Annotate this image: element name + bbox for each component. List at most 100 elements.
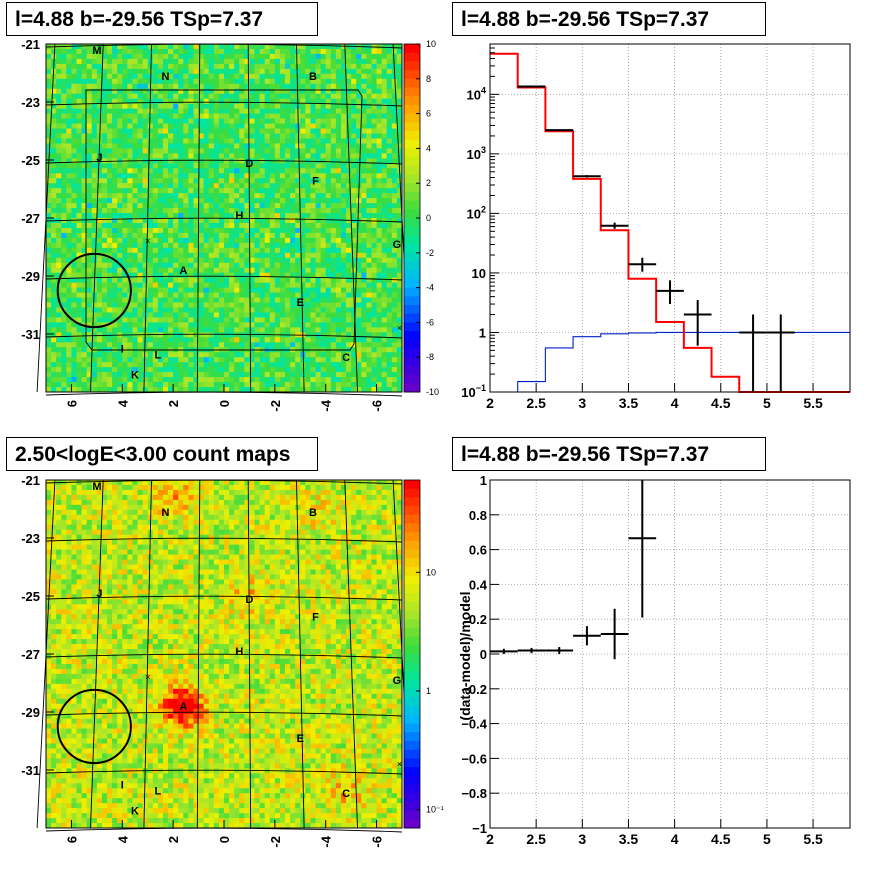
heatmap-cell <box>107 307 113 313</box>
heatmap-cell <box>137 93 144 100</box>
colorbar-step <box>404 78 420 88</box>
heatmap-cell <box>249 242 255 249</box>
heatmap-cell <box>396 342 403 348</box>
heatmap-cell <box>96 153 103 159</box>
heatmap-cell <box>381 347 388 353</box>
heatmap-cell <box>244 372 250 378</box>
heatmap-cell <box>320 272 327 279</box>
heatmap-cell <box>376 203 383 209</box>
heatmap-cell <box>315 173 322 179</box>
heatmap-cell <box>132 48 138 55</box>
heatmap-cell <box>147 362 154 368</box>
heatmap-cell <box>234 153 240 159</box>
heatmap-cell <box>234 213 240 219</box>
heatmap-cell <box>325 287 332 293</box>
heatmap-cell <box>376 267 383 274</box>
heatmap-cell <box>300 153 306 159</box>
heatmap-cell <box>61 68 67 75</box>
heatmap-cell <box>198 193 205 199</box>
heatmap-cell <box>76 148 82 154</box>
heatmap-cell <box>152 198 159 204</box>
heatmap-cell <box>122 213 128 219</box>
heatmap-cell <box>254 208 260 214</box>
heatmap-cell <box>76 237 82 244</box>
heatmap-cell <box>356 68 362 75</box>
heatmap-cell <box>208 78 215 85</box>
heatmap-cell <box>269 287 276 293</box>
heatmap-cell <box>183 287 189 293</box>
heatmap-cell <box>381 287 388 293</box>
heatmap-cell <box>198 108 205 114</box>
heatmap-cell <box>71 153 77 159</box>
heatmap-cell <box>391 342 398 348</box>
heatmap-cell <box>386 213 393 219</box>
heatmap-cell <box>259 183 266 189</box>
heatmap-cell <box>279 282 286 288</box>
heatmap-cell <box>142 272 149 279</box>
heatmap-cell <box>290 208 296 214</box>
heatmap-cell <box>386 73 393 80</box>
heatmap-cell <box>340 48 347 55</box>
heatmap-cell <box>234 232 240 239</box>
heatmap-cell <box>340 133 347 139</box>
heatmap-cell <box>142 188 149 194</box>
heatmap-cell <box>371 322 377 328</box>
heatmap-cell <box>112 322 118 328</box>
heatmap-cell <box>112 48 118 55</box>
heatmap-cell <box>76 183 82 189</box>
heatmap-cell <box>183 163 189 169</box>
heatmap-cell <box>295 128 301 134</box>
heatmap-cell <box>325 73 332 80</box>
heatmap-cell <box>76 73 82 80</box>
heatmap-cell <box>315 68 322 75</box>
heatmap-cell <box>122 163 128 169</box>
heatmap-cell <box>330 272 337 279</box>
heatmap-cell <box>239 357 245 363</box>
heatmap-cell <box>279 317 286 323</box>
heatmap-cell <box>371 198 377 204</box>
heatmap-cell <box>279 247 286 254</box>
heatmap-cell <box>295 178 301 184</box>
heatmap-cell <box>127 103 133 110</box>
heatmap-cell <box>132 198 138 204</box>
heatmap-cell <box>218 382 225 388</box>
heatmap-cell <box>137 44 144 50</box>
heatmap-cell <box>101 382 108 388</box>
heatmap-cell <box>86 78 93 85</box>
heatmap-cell <box>198 237 205 244</box>
heatmap-cell <box>244 88 250 95</box>
heatmap-cell <box>56 193 62 199</box>
heatmap-cell <box>320 188 327 194</box>
heatmap-cell <box>76 48 82 55</box>
heatmap-cell <box>198 242 205 249</box>
heatmap-cell <box>264 138 271 144</box>
heatmap-cell <box>122 148 128 154</box>
heatmap-cell <box>86 277 93 284</box>
heatmap-cell <box>91 58 98 65</box>
heatmap-cell <box>76 232 82 239</box>
heatmap-cell <box>361 208 367 214</box>
heatmap-cell <box>112 58 118 65</box>
heatmap-cell <box>330 362 337 368</box>
heatmap-cell <box>183 222 189 229</box>
heatmap-cell <box>229 163 235 169</box>
heatmap-cell <box>325 143 332 149</box>
heatmap-cell <box>168 193 174 199</box>
heatmap-cell <box>51 178 57 184</box>
heatmap-cell <box>51 332 57 338</box>
heatmap-cell <box>386 302 393 308</box>
heatmap-cell <box>335 272 342 279</box>
heatmap-cell <box>107 277 113 284</box>
heatmap-cell <box>117 242 123 249</box>
heatmap-cell <box>218 367 225 373</box>
heatmap-cell <box>371 362 377 368</box>
heatmap-cell <box>361 198 367 204</box>
heatmap-cell <box>198 317 205 323</box>
heatmap-cell <box>142 163 149 169</box>
heatmap-cell <box>147 352 154 358</box>
heatmap-cell <box>157 292 164 298</box>
heatmap-cell <box>320 237 327 244</box>
heatmap-cell <box>81 357 88 363</box>
heatmap-cell <box>254 232 260 239</box>
heatmap-cell <box>168 103 174 110</box>
